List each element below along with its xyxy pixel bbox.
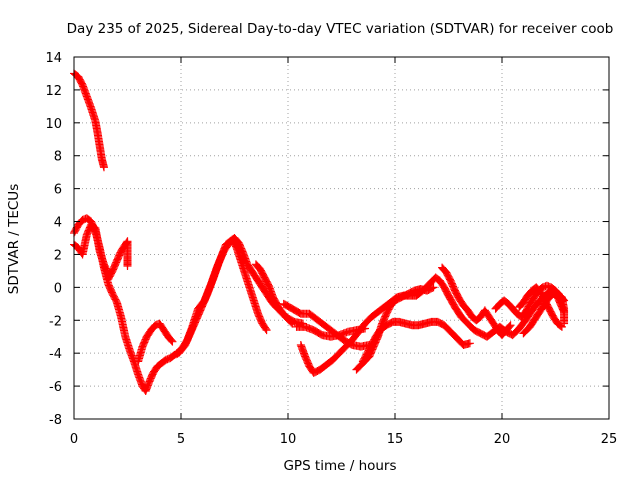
data-point bbox=[168, 337, 177, 346]
y-tick-label: 0 bbox=[54, 281, 62, 296]
series-track-16 bbox=[519, 288, 569, 338]
data-point bbox=[429, 283, 438, 292]
data-point bbox=[465, 339, 474, 348]
y-tick-label: 6 bbox=[54, 183, 62, 198]
x-tick-label: 15 bbox=[387, 432, 404, 447]
data-point bbox=[123, 261, 132, 270]
series-track-2 bbox=[70, 214, 297, 396]
series-track-15 bbox=[515, 283, 566, 331]
y-tick-label: 14 bbox=[45, 51, 62, 66]
x-tick-label: 5 bbox=[177, 432, 185, 447]
data-series bbox=[70, 69, 569, 396]
y-tick-label: 8 bbox=[54, 150, 62, 165]
plot-frame bbox=[73, 56, 610, 420]
data-point bbox=[99, 163, 108, 172]
series-track-5 bbox=[134, 319, 177, 366]
y-axis-ticks: -8 -6 -4 -2 0 2 4 6 8 10 12 14 bbox=[45, 51, 609, 428]
grid bbox=[74, 57, 609, 419]
y-tick-label: -6 bbox=[49, 380, 62, 395]
data-point bbox=[505, 322, 514, 331]
y-tick-label: -4 bbox=[49, 347, 62, 362]
series-track-13 bbox=[438, 263, 515, 340]
series-track-7 bbox=[251, 260, 307, 328]
x-tick-label: 25 bbox=[601, 432, 618, 447]
data-point bbox=[262, 326, 271, 335]
data-point bbox=[560, 319, 569, 328]
data-point bbox=[166, 335, 175, 344]
x-axis-label: GPS time / hours bbox=[283, 458, 396, 474]
data-point bbox=[361, 324, 370, 333]
x-tick-label: 10 bbox=[280, 432, 297, 447]
y-tick-label: 2 bbox=[54, 248, 62, 263]
data-point bbox=[167, 336, 176, 345]
y-axis-label: SDTVAR / TECUs bbox=[6, 184, 22, 294]
y-tick-label: 4 bbox=[54, 216, 62, 231]
series-track-11 bbox=[352, 283, 438, 374]
chart-title: Day 235 of 2025, Sidereal Day-to-day VTE… bbox=[67, 21, 614, 37]
series-track-3 bbox=[70, 220, 113, 279]
data-point bbox=[428, 284, 437, 293]
y-tick-label: 10 bbox=[45, 117, 62, 132]
x-tick-label: 20 bbox=[494, 432, 511, 447]
data-point bbox=[261, 324, 270, 333]
series-track-6 bbox=[172, 235, 271, 358]
y-tick-label: 12 bbox=[45, 84, 62, 99]
series-track-1 bbox=[70, 69, 108, 172]
series-track-12 bbox=[292, 322, 370, 341]
series-track-4 bbox=[104, 237, 132, 284]
data-point bbox=[504, 323, 513, 332]
data-point bbox=[506, 321, 515, 330]
y-tick-label: -2 bbox=[49, 314, 62, 329]
x-tick-label: 0 bbox=[70, 432, 78, 447]
y-tick-label: -8 bbox=[49, 413, 62, 428]
x-axis-ticks: 0 5 10 15 20 25 bbox=[70, 57, 617, 447]
